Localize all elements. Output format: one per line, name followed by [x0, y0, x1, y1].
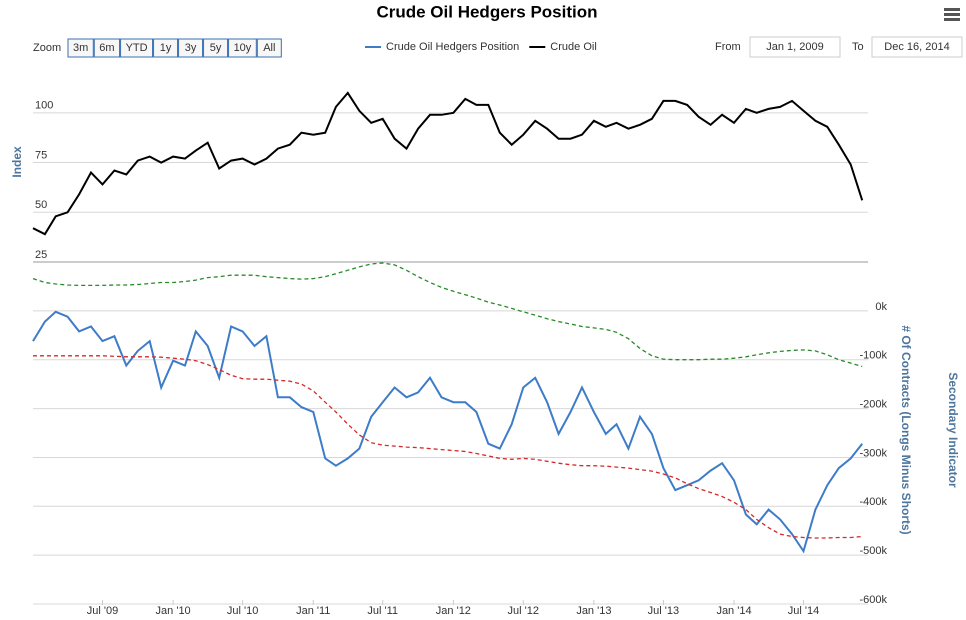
y2-tick-label: 0k: [875, 301, 887, 313]
button-box: [256, 38, 282, 58]
zoom-button[interactable]: 5y: [203, 38, 229, 58]
zoom-button[interactable]: 6m: [93, 38, 121, 58]
from-value: Jan 1, 2009: [766, 41, 824, 53]
legend-item[interactable]: Crude Oil: [529, 41, 597, 53]
to-label: To: [852, 41, 864, 53]
button-label: YTD: [126, 42, 148, 54]
x-tick-label: Jul '14: [788, 605, 819, 617]
button-label: 3y: [185, 42, 197, 54]
y-tick-label: 50: [35, 199, 47, 211]
series-line: [32, 91, 864, 236]
zoom-button[interactable]: All: [256, 38, 282, 58]
series-line: [32, 310, 863, 554]
x-tick-label: Jan '12: [436, 605, 471, 617]
series-line: [32, 262, 863, 368]
x-tick-label: Jul '12: [508, 605, 539, 617]
y-axis-title: Index: [10, 146, 24, 178]
button-label: 10y: [234, 42, 252, 54]
y-tick-label: 25: [35, 249, 47, 261]
button-box: [203, 38, 229, 58]
y2-axis-title: # Of Contracts (Longs Minus Shorts): [899, 325, 913, 534]
y2-tick-label: -200k: [859, 399, 887, 411]
menu-icon[interactable]: [944, 8, 960, 21]
y-tick-label: 100: [35, 100, 53, 112]
button-label: All: [263, 42, 275, 54]
y2-tick-label: -400k: [859, 496, 887, 508]
button-label: 5y: [210, 42, 222, 54]
x-tick-label: Jan '10: [156, 605, 191, 617]
zoom-label: Zoom: [33, 42, 61, 54]
zoom-button[interactable]: 1y: [153, 38, 179, 58]
zoom-button[interactable]: 10y: [228, 38, 257, 58]
menu-bar: [944, 13, 960, 16]
button-label: 1y: [160, 42, 172, 54]
from-label: From: [715, 41, 741, 53]
button-box: [153, 38, 179, 58]
zoom-button[interactable]: 3m: [67, 38, 94, 58]
y2-tick-label: -600k: [859, 594, 887, 606]
series-line: [33, 355, 863, 539]
button-box: [93, 38, 121, 58]
from-input[interactable]: Jan 1, 2009: [749, 36, 841, 58]
input-box: [749, 36, 841, 58]
x-tick-label: Jul '13: [648, 605, 679, 617]
x-tick-label: Jan '14: [716, 605, 751, 617]
input-box: [871, 36, 963, 58]
zoom-button[interactable]: 3y: [178, 38, 204, 58]
y2-tick-label: -500k: [859, 545, 887, 557]
menu-bar: [944, 8, 960, 11]
x-tick-label: Jan '13: [576, 605, 611, 617]
button-box: [228, 38, 257, 58]
button-box: [67, 38, 94, 58]
to-input[interactable]: Dec 16, 2014: [871, 36, 963, 58]
y3-axis-title: Secondary Indicator: [946, 372, 960, 488]
y-tick-label: 75: [35, 149, 47, 161]
y2-tick-label: -100k: [859, 350, 887, 362]
menu-bar: [944, 18, 960, 21]
x-tick-label: Jul '09: [87, 605, 118, 617]
zoom-button[interactable]: YTD: [120, 38, 154, 58]
button-box: [178, 38, 204, 58]
x-tick-label: Jan '11: [296, 605, 330, 617]
button-box: [120, 38, 154, 58]
to-value: Dec 16, 2014: [884, 41, 949, 53]
legend-item[interactable]: Crude Oil Hedgers Position: [365, 41, 519, 53]
button-label: 3m: [73, 42, 88, 54]
x-tick-label: Jul '11: [367, 605, 398, 617]
chart-title: Crude Oil Hedgers Position: [376, 2, 597, 21]
button-label: 6m: [99, 42, 114, 54]
legend-label: Crude Oil Hedgers Position: [386, 41, 519, 53]
y2-tick-label: -300k: [859, 447, 887, 459]
x-tick-label: Jul '10: [227, 605, 258, 617]
legend-label: Crude Oil: [550, 41, 596, 53]
